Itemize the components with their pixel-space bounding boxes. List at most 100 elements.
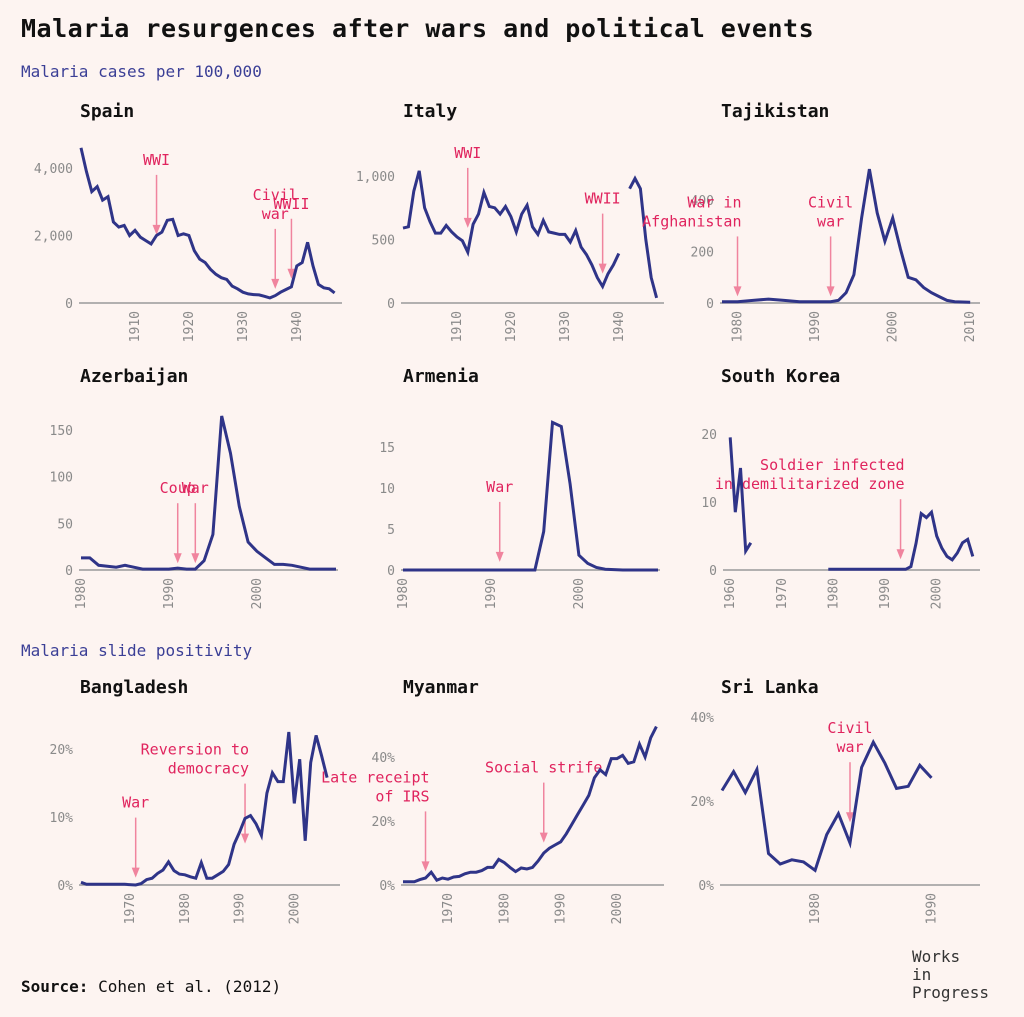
bangladesh-series-line (80, 731, 329, 887)
italy-series-line (628, 175, 659, 299)
azerbaijan-annotation-arrowhead (173, 553, 182, 564)
italy-y-tick-label: 500 (372, 234, 395, 249)
bangladesh-x-tick-label: 1980 (178, 893, 193, 924)
azerbaijan-x-tick-label: 2000 (250, 578, 265, 609)
spain-x-tick-label: 1920 (182, 311, 197, 342)
italy-x-tick-label: 1910 (450, 311, 465, 342)
tajikistan-y-tick-label: 0 (706, 297, 714, 312)
italy-y-tick-label: 1,000 (356, 170, 395, 185)
bangladesh-x-tick-label: 2000 (287, 893, 302, 924)
spain-y-tick-label: 0 (65, 297, 73, 312)
sri-lanka-annotation-label: Civil (827, 719, 872, 737)
myanmar-annotation-arrowhead (539, 832, 548, 843)
panel-title-italy: Italy (403, 101, 458, 122)
bangladesh-x-tick-label: 1990 (233, 893, 248, 924)
tajikistan-annotation-label: war (817, 212, 844, 230)
italy-x-tick-label: 1920 (504, 311, 519, 342)
azerbaijan-annotation-label: War (182, 479, 209, 497)
armenia-x-tick-label: 1980 (396, 578, 411, 609)
sri-lanka-y-tick-label: 20% (691, 795, 715, 810)
section-label-cases: Malaria cases per 100,000 (21, 62, 262, 81)
myanmar-y-tick-label: 20% (372, 815, 396, 830)
sri-lanka-annotation-label: war (836, 738, 863, 756)
south-korea-annotation-label: Soldier infected (760, 456, 905, 474)
myanmar-y-tick-label: 0% (379, 879, 395, 894)
south-korea-annotation-label: in demilitarized zone (715, 475, 905, 493)
tajikistan-x-tick-label: 2000 (886, 311, 901, 342)
tajikistan-x-tick-label: 1980 (731, 311, 746, 342)
azerbaijan-y-tick-label: 50 (57, 517, 73, 532)
page-title: Malaria resurgences after wars and polit… (21, 14, 815, 43)
azerbaijan-y-tick-label: 0 (65, 564, 73, 579)
armenia-annotation-label: War (486, 478, 513, 496)
myanmar-x-tick-label: 1980 (497, 893, 512, 924)
italy-annotation-arrowhead (463, 217, 472, 228)
bangladesh-annotation-arrowhead (131, 867, 140, 878)
spain-annotation-label: WWII (273, 195, 309, 213)
myanmar-x-tick-label: 1970 (441, 893, 456, 924)
south-korea-x-tick-label: 1960 (723, 578, 738, 609)
armenia-annotation-arrowhead (495, 551, 504, 562)
italy-x-tick-label: 1940 (612, 311, 627, 342)
panel-title-myanmar: Myanmar (403, 677, 479, 698)
armenia-x-tick-label: 1990 (484, 578, 499, 609)
tajikistan-y-tick-label: 200 (691, 246, 714, 261)
spain-annotation-label: WWI (143, 151, 170, 169)
armenia-y-tick-label: 5 (387, 523, 395, 538)
south-korea-x-tick-label: 2000 (930, 578, 945, 609)
italy-x-tick-label: 1930 (558, 311, 573, 342)
armenia-x-tick-label: 2000 (572, 578, 587, 609)
spain-annotation-arrowhead (271, 278, 280, 289)
spain-annotation-arrowhead (287, 268, 296, 279)
south-korea-annotation-arrowhead (896, 549, 905, 560)
bangladesh-y-tick-label: 10% (50, 811, 74, 826)
bangladesh-y-tick-label: 0% (57, 879, 73, 894)
panel-title-south-korea: South Korea (721, 366, 841, 387)
source-note: Source: Cohen et al. (2012) (21, 977, 281, 996)
tajikistan-annotation-label: War in (687, 193, 741, 211)
myanmar-x-tick-label: 1990 (554, 893, 569, 924)
section-label-positivity: Malaria slide positivity (21, 641, 253, 660)
south-korea-x-tick-label: 1980 (826, 578, 841, 609)
sri-lanka-x-tick-label: 1990 (924, 893, 939, 924)
myanmar-annotation-label: of IRS (375, 787, 429, 805)
myanmar-annotation-label: Late receipt (321, 768, 429, 786)
spain-annotation-arrowhead (152, 224, 161, 235)
tajikistan-annotation-arrowhead (733, 286, 742, 297)
armenia-series-line (403, 420, 658, 572)
logo-line-1: Works (912, 947, 961, 966)
azerbaijan-y-tick-label: 150 (50, 424, 73, 439)
italy-annotation-label: WWII (585, 190, 621, 208)
bangladesh-annotation-arrowhead (241, 833, 250, 844)
south-korea-series-line (728, 437, 753, 556)
spain-annotation-label: war (262, 205, 289, 223)
bangladesh-annotation-label: War (122, 794, 149, 812)
azerbaijan-annotation-arrowhead (191, 553, 200, 564)
panel-title-sri-lanka: Sri Lanka (721, 677, 819, 698)
logo-line-2: in (912, 965, 932, 984)
panel-title-azerbaijan: Azerbaijan (80, 366, 189, 387)
armenia-y-tick-label: 15 (379, 441, 395, 456)
tajikistan-annotation-label: Afghanistan (642, 212, 741, 230)
source-text: Cohen et al. (2012) (88, 977, 282, 996)
panel-title-spain: Spain (80, 101, 135, 122)
sri-lanka-x-tick-label: 1980 (808, 893, 823, 924)
source-prefix: Source: (21, 977, 89, 996)
italy-annotation-label: WWI (454, 144, 481, 162)
tajikistan-annotation-arrowhead (826, 286, 835, 297)
spain-x-tick-label: 1910 (128, 311, 143, 342)
works-in-progress-logo: Works in Progress (912, 948, 989, 1002)
bangladesh-annotation-label: Reversion to (141, 741, 249, 759)
italy-series-line (402, 170, 621, 290)
myanmar-y-tick-label: 40% (372, 751, 396, 766)
bangladesh-annotation-label: democracy (168, 760, 249, 778)
south-korea-series-line (828, 509, 975, 571)
spain-annotation-label: Civil (253, 186, 298, 204)
tajikistan-x-tick-label: 2010 (963, 311, 978, 342)
south-korea-x-tick-label: 1990 (878, 578, 893, 609)
bangladesh-y-tick-label: 20% (50, 743, 74, 758)
myanmar-annotation-label: Social strife (485, 759, 602, 777)
spain-y-tick-label: 2,000 (34, 230, 73, 245)
tajikistan-x-tick-label: 1990 (808, 311, 823, 342)
south-korea-y-tick-label: 10 (701, 496, 717, 511)
